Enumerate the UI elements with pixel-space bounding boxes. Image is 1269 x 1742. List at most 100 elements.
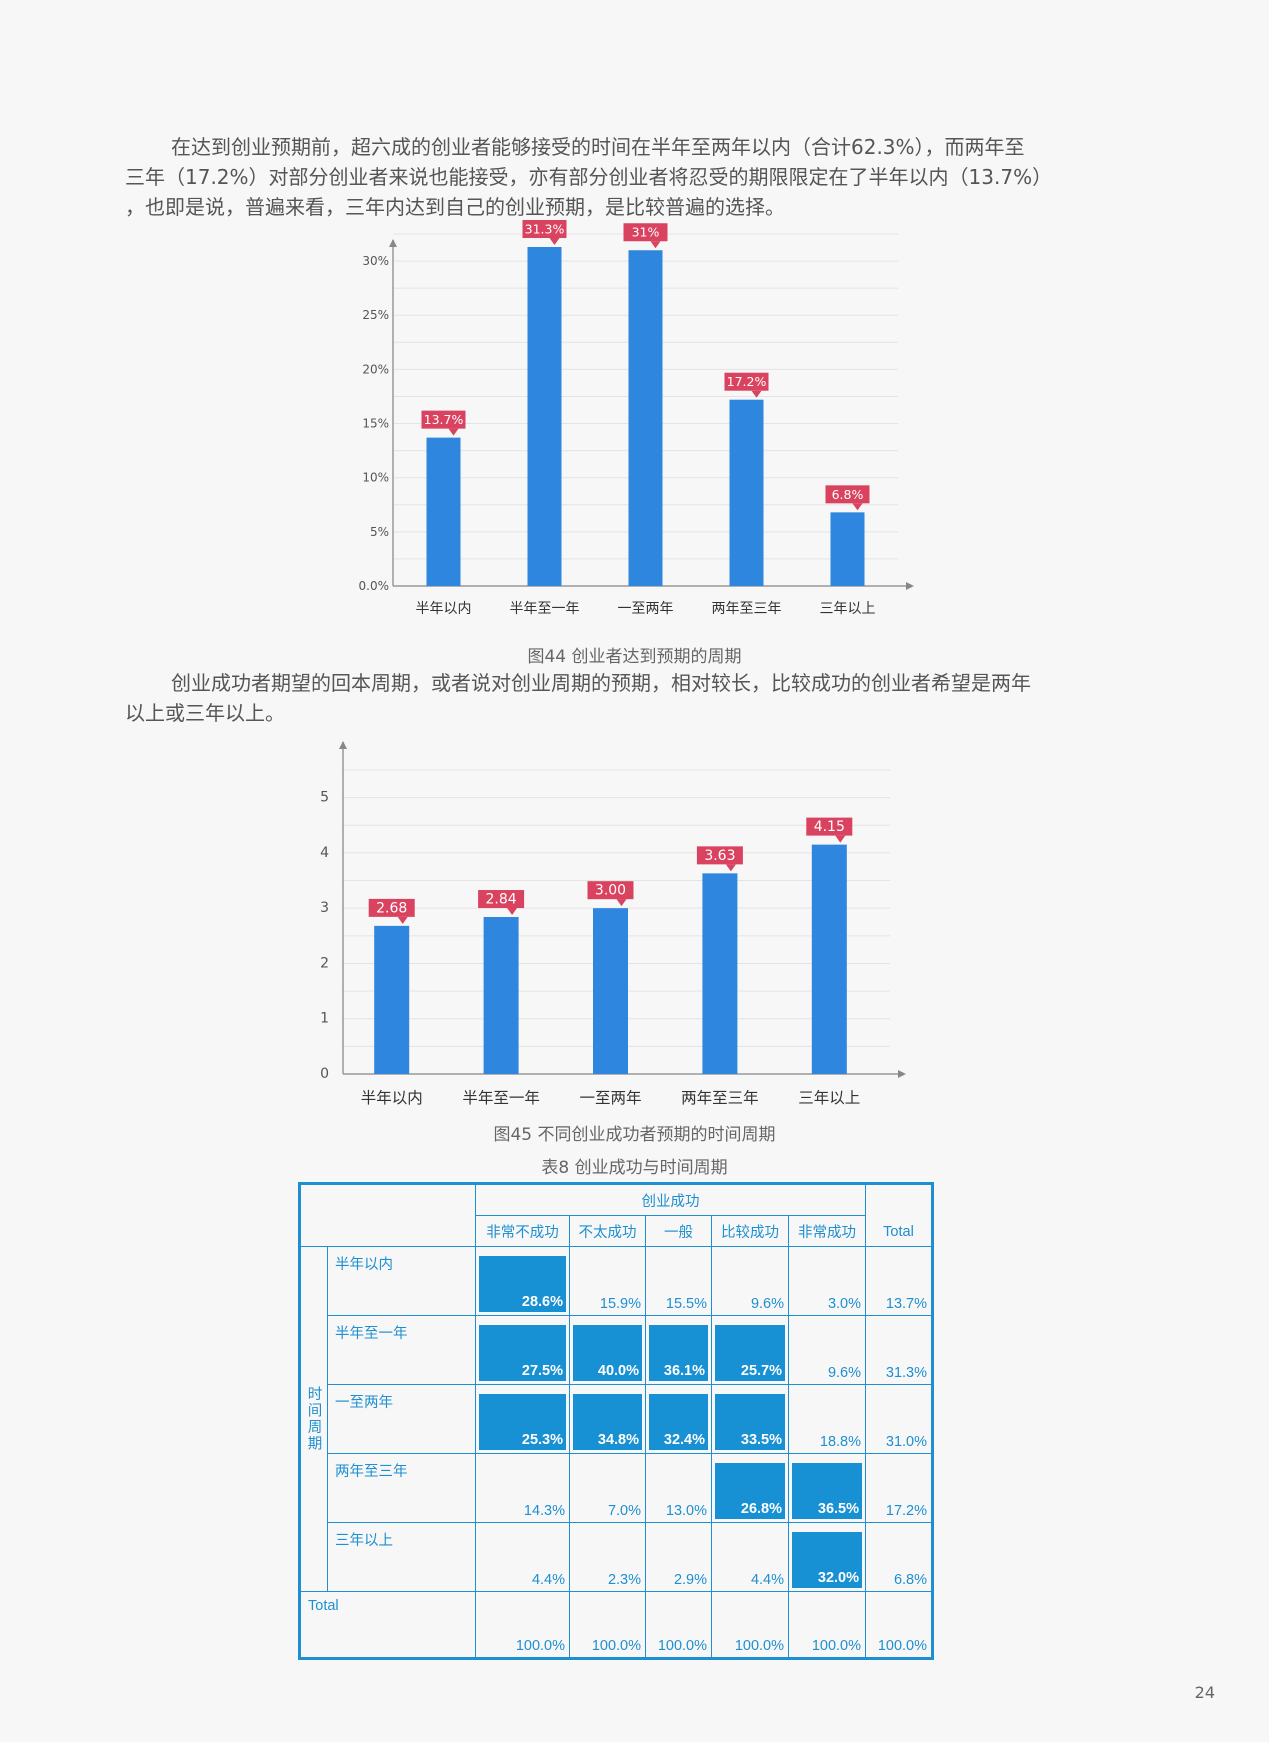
page-number: 24 (1194, 1683, 1215, 1702)
row-label: 半年至一年 (327, 1315, 476, 1385)
bar (527, 246, 562, 586)
data-label: 6.8% (832, 487, 864, 502)
chart-fig45-caption: 图45 不同创业成功者预期的时间周期 (493, 1125, 776, 1145)
data-label-pointer (507, 908, 518, 916)
table-cell: 4.4% (711, 1522, 789, 1592)
col-header: 比较成功 (711, 1215, 789, 1247)
bar (374, 925, 410, 1074)
y-tick-label: 0 (320, 1066, 329, 1082)
data-label: 2.68 (376, 900, 407, 916)
table-cell-highlighted: 25.7% (711, 1315, 789, 1385)
data-label-pointer (650, 241, 661, 249)
y-axis-arrow (389, 239, 397, 247)
y-tick-label: 3 (320, 900, 329, 916)
x-tick-label: 一至两年 (618, 601, 674, 617)
table-cell: 4.4% (475, 1522, 570, 1592)
table-row: 三年以上 4.4% 2.3% 2.9% 4.4% 32.0% 6.8% (300, 1522, 933, 1592)
table-cell-highlighted: 28.6% (475, 1246, 570, 1316)
col-header-total: Total (865, 1183, 933, 1247)
intro-line-3: ，也即是说，普遍来看，三年内达到自己的创业预期，是比较普遍的选择。 (125, 195, 785, 219)
bar (593, 908, 628, 1074)
table-cell: 7.0% (569, 1453, 646, 1523)
highlight-box: 25.7% (715, 1325, 785, 1381)
y-tick-label: 30% (362, 254, 389, 268)
table-cell-highlighted: 36.5% (788, 1453, 866, 1523)
highlight-box: 28.6% (479, 1256, 566, 1312)
x-tick-label: 半年至一年 (462, 1089, 540, 1107)
table-cell: 2.9% (645, 1522, 712, 1592)
x-tick-label: 半年以内 (361, 1089, 423, 1107)
table-cell: 17.2% (865, 1453, 933, 1523)
table-cell-highlighted: 34.8% (569, 1384, 646, 1454)
data-label-box (623, 223, 668, 242)
y-tick-label: 4 (320, 845, 329, 861)
data-label-box (696, 846, 743, 865)
bar (729, 399, 764, 586)
table-cell-highlighted: 36.1% (645, 1315, 712, 1385)
col-header: 非常成功 (788, 1215, 866, 1247)
highlight-box: 26.8% (715, 1463, 785, 1519)
row-label: 两年至三年 (327, 1453, 476, 1523)
table-cell: 6.8% (865, 1522, 933, 1592)
highlight-box: 32.0% (792, 1532, 862, 1588)
col-header: 不太成功 (569, 1215, 646, 1247)
data-label-pointer (616, 899, 627, 907)
highlight-box: 36.1% (649, 1325, 708, 1381)
chart-fig45: 0 1 2 3 4 5 2.68 半年以内 2.84 半年至一年 3.00 一至两年 3.63 两年至三年… (320, 741, 906, 1107)
table-cell: 14.3% (475, 1453, 570, 1523)
table-cell: 15.5% (645, 1246, 712, 1316)
table-cell: 13.0% (645, 1453, 712, 1523)
table-cell-highlighted: 40.0% (569, 1315, 646, 1385)
data-label-pointer (448, 428, 459, 436)
x-tick-label: 半年至一年 (510, 601, 580, 617)
y-tick-label: 10% (362, 471, 389, 485)
y-tick-label: 20% (362, 362, 389, 376)
middle-line-1: 创业成功者期望的回本周期，或者说对创业周期的预期，相对较长，比较成功的创业者希望… (171, 671, 1031, 695)
y-tick-label: 0.0% (359, 579, 390, 593)
table-cell: 3.0% (788, 1246, 866, 1316)
data-label-box (724, 372, 769, 391)
y-tick-label: 5 (320, 790, 329, 806)
x-tick-label: 三年以上 (798, 1089, 860, 1107)
x-tick-label: 一至两年 (579, 1089, 641, 1107)
table-cell-highlighted: 33.5% (711, 1384, 789, 1454)
intro-line-2: 三年（17.2%）对部分创业者来说也能接受，亦有部分创业者将忍受的期限限定在了半… (125, 165, 1053, 189)
data-label: 2.84 (486, 892, 517, 908)
table-cell: 9.6% (788, 1315, 866, 1385)
data-label-box (478, 890, 525, 909)
table-corner (299, 1183, 476, 1247)
x-tick-label: 两年至三年 (681, 1089, 759, 1107)
bar (702, 873, 738, 1074)
data-label-pointer (852, 503, 863, 511)
data-label-box (522, 219, 567, 238)
data-label: 4.15 (814, 819, 845, 835)
row-label: 半年以内 (327, 1246, 476, 1316)
row-label: 一至两年 (327, 1384, 476, 1454)
data-label: 13.7% (424, 412, 464, 427)
table-cell-highlighted: 25.3% (475, 1384, 570, 1454)
table-cell-highlighted: 32.4% (645, 1384, 712, 1454)
total-cell: 100.0% (865, 1591, 933, 1659)
data-label-box (368, 898, 415, 917)
table-cell: 9.6% (711, 1246, 789, 1316)
table-cell: 13.7% (865, 1246, 933, 1316)
data-label-pointer (549, 237, 560, 245)
highlight-box: 33.5% (715, 1394, 785, 1450)
bar (830, 512, 865, 586)
bar (811, 844, 847, 1074)
total-cell: 100.0% (475, 1591, 570, 1659)
row-label: 三年以上 (327, 1522, 476, 1592)
data-label-pointer (725, 864, 736, 872)
y-tick-label: 1 (320, 1011, 329, 1027)
y-tick-label: 5% (370, 525, 389, 539)
chart-fig44-caption: 图44 创业者达到预期的周期 (527, 647, 742, 667)
data-label-pointer (835, 835, 846, 843)
intro-line-1: 在达到创业预期前，超六成的创业者能够接受的时间在半年至两年以内（合计62.3%）… (171, 135, 1025, 159)
highlight-box: 27.5% (479, 1325, 566, 1381)
table-cell-highlighted: 27.5% (475, 1315, 570, 1385)
data-label: 31% (632, 225, 660, 240)
total-cell: 100.0% (711, 1591, 789, 1659)
data-label-pointer (751, 390, 762, 398)
data-label-box (806, 817, 853, 836)
chart-fig44: 0.0% 5% 10% 15% 20% 25% 30% 13.7% 半年以内 31.3% 半年至一年… (359, 219, 914, 617)
